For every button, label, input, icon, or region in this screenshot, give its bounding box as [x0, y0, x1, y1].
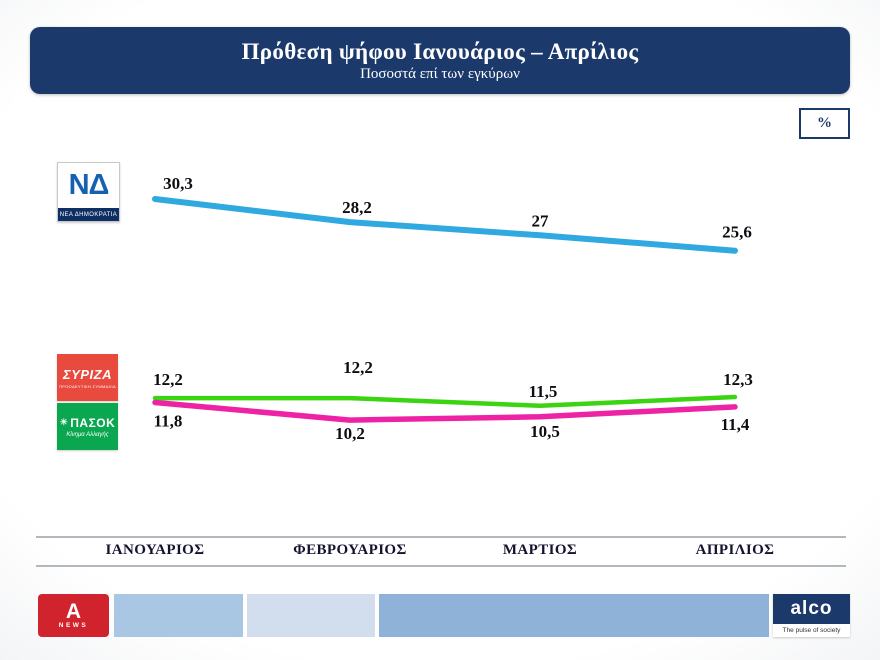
x-axis-label-february: ΦΕΒΡΟΥΑΡΙΟΣ	[293, 542, 407, 558]
point-label-syriza-2: 10,5	[530, 422, 560, 441]
series-line-nd	[152, 196, 738, 254]
point-label-nd-1: 28,2	[342, 198, 372, 217]
percent-badge: %	[799, 108, 850, 139]
x-axis-label-april: ΑΠΡΙΛΙΟΣ	[695, 542, 775, 558]
footer-bar-segment-1	[114, 594, 243, 637]
point-label-pasok-0: 12,2	[153, 370, 183, 389]
alco-tagline: The pulse of society	[773, 624, 850, 637]
x-axis-label-january: ΙΑΝΟΥΑΡΙΟΣ	[105, 542, 205, 558]
point-label-nd-0: 30,3	[163, 174, 193, 193]
pasok-subtitle: Κίνημα Αλλαγής	[66, 431, 109, 438]
alpha-letter: Α	[65, 600, 82, 623]
chart-title: Πρόθεση ψήφου Ιανουάριος – Απρίλιος	[241, 38, 639, 64]
pasok-name-row: ☀ ΠΑΣΟΚ	[60, 416, 116, 430]
point-label-syriza-0: 11,8	[154, 412, 183, 431]
point-label-pasok-2: 11,5	[529, 382, 558, 401]
syriza-party-logo: ΣΥΡΙΖΑ ΠΡΟΟΔΕΥΤΙΚΗ ΣΥΜΜΑΧΙΑ	[57, 354, 118, 401]
nd-party-logo: ΝΔ ΝΕΑ ΔΗΜΟΚΡΑΤΙΑ	[57, 162, 120, 222]
alco-logo: alco The pulse of society	[773, 594, 850, 637]
pasok-party-logo: ☀ ΠΑΣΟΚ Κίνημα Αλλαγής	[57, 403, 118, 450]
alco-brand-name: alco	[773, 594, 850, 624]
x-axis: ΙΑΝΟΥΑΡΙΟΣ ΦΕΒΡΟΥΑΡΙΟΣ ΜΑΡΤΙΟΣ ΑΠΡΙΛΙΟΣ	[36, 536, 846, 567]
point-label-nd-2: 27	[532, 211, 550, 230]
series-line-syriza	[152, 399, 738, 423]
series-line-pasok	[152, 394, 738, 409]
pasok-name: ΠΑΣΟΚ	[70, 415, 116, 430]
syriza-name: ΣΥΡΙΖΑ	[63, 366, 112, 382]
footer-bar-segment-2	[247, 594, 375, 637]
nd-caption: ΝΕΑ ΔΗΜΟΚΡΑΤΙΑ	[58, 208, 119, 221]
sun-icon: ☀	[59, 417, 69, 427]
point-label-syriza-1: 10,2	[335, 424, 365, 443]
point-label-nd-3: 25,6	[722, 223, 752, 242]
x-axis-label-march: ΜΑΡΤΙΟΣ	[502, 542, 578, 558]
footer-bar-segment-3	[379, 594, 769, 637]
title-banner: Πρόθεση ψήφου Ιανουάριος – Απρίλιος Ποσο…	[30, 27, 850, 94]
alpha-news-logo: Α NEWS	[38, 594, 109, 637]
point-label-pasok-3: 12,3	[723, 370, 753, 389]
syriza-subtitle: ΠΡΟΟΔΕΥΤΙΚΗ ΣΥΜΜΑΧΙΑ	[59, 383, 116, 389]
alpha-news-label: NEWS	[58, 622, 89, 629]
point-label-syriza-3: 11,4	[721, 415, 750, 434]
nd-monogram: ΝΔ	[68, 169, 110, 201]
chart-subtitle: Ποσοστά επί των εγκύρων	[360, 65, 520, 82]
point-label-pasok-1: 12,2	[343, 358, 373, 377]
